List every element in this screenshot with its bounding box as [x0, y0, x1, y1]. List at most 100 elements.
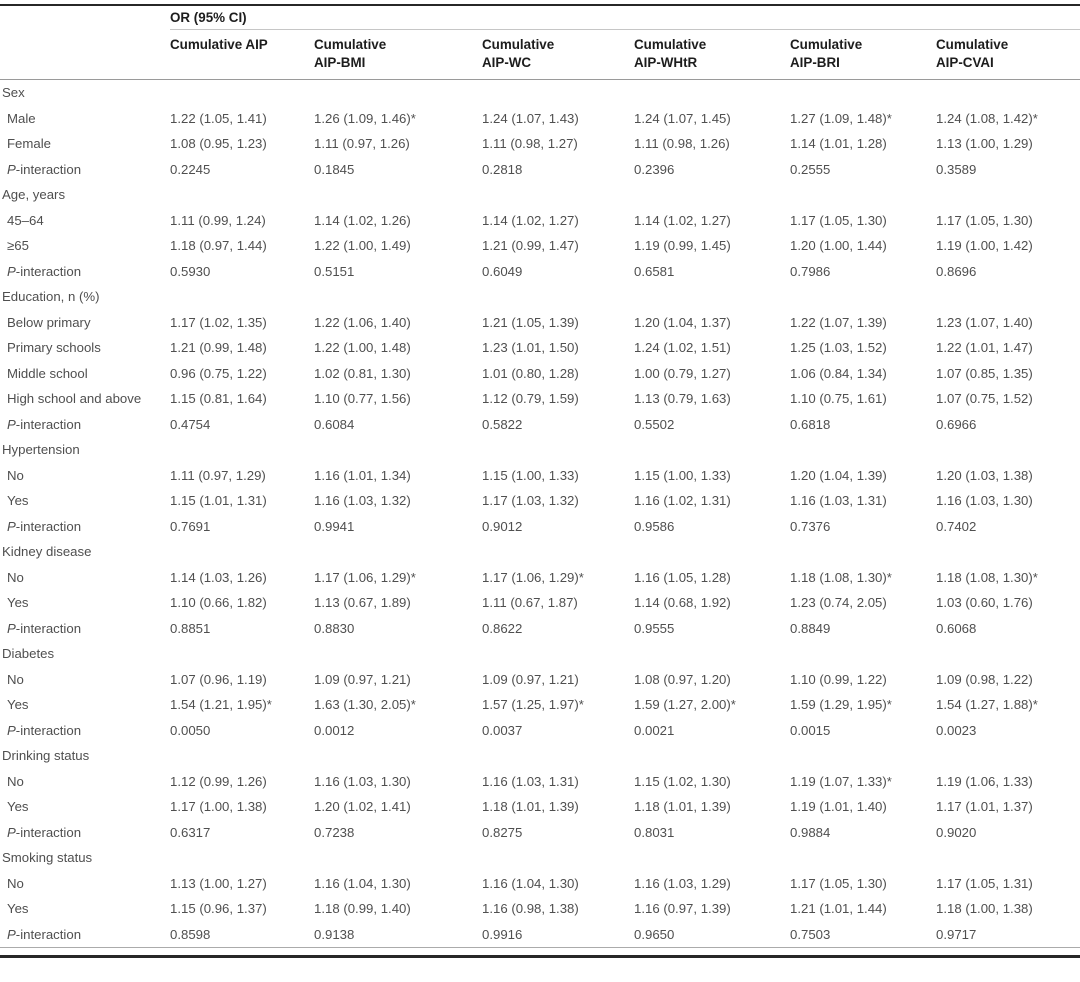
table-cell: 1.00 (0.79, 1.27) — [634, 365, 731, 381]
table-bottom-thin-rule — [0, 947, 1080, 948]
table-cell: 0.8851 — [170, 620, 211, 636]
table-cell: 1.14 (1.02, 1.26) — [314, 212, 411, 228]
section-header: Hypertension — [2, 442, 80, 457]
row-label: P-interaction — [7, 263, 82, 279]
table-cell: 1.13 (0.79, 1.63) — [634, 391, 731, 406]
table-cell: 1.16 (1.04, 1.30) — [482, 875, 579, 891]
table-cell: 1.18 (1.00, 1.38) — [936, 901, 1033, 916]
table-row: Primary schools 1.21 (0.99, 1.48) 1.22 (1.… — [0, 335, 1080, 361]
table-cell: 1.19 (1.01, 1.40) — [790, 799, 887, 814]
table-cell: 1.14 (1.02, 1.27) — [634, 212, 731, 228]
section-row: Smoking status — [0, 845, 1080, 871]
table-row: Yes 1.15 (1.01, 1.31) 1.16 (1.03, 1.32) 1.1… — [0, 488, 1080, 514]
table-cell: 0.6084 — [314, 416, 355, 432]
table-cell: 0.7376 — [790, 518, 831, 534]
table-cell: 1.57 (1.25, 1.97)* — [482, 697, 584, 712]
section-header: Education, n (%) — [2, 289, 100, 304]
table-cell: 1.20 (1.03, 1.38) — [936, 467, 1033, 483]
table-cell: 0.8275 — [482, 824, 523, 840]
table-cell: 0.9884 — [790, 824, 831, 840]
table-cell: 1.13 (1.00, 1.29) — [936, 136, 1033, 151]
table-cell: 1.16 (1.03, 1.31) — [790, 493, 887, 508]
table-cell: 1.16 (0.98, 1.38) — [482, 901, 579, 916]
col-header-5: Cumulative AIP-BRI — [790, 29, 936, 80]
section-row: Sex — [0, 80, 1080, 106]
table-cell: 1.17 (1.06, 1.29)* — [314, 569, 416, 585]
table-cell: 0.9916 — [482, 926, 523, 942]
col-header-6: Cumulative AIP-CVAI — [936, 29, 1080, 80]
row-label: High school and above — [7, 391, 142, 406]
table-cell: 0.0015 — [790, 722, 831, 738]
table-cell: 1.20 (1.04, 1.39) — [790, 467, 887, 483]
table-cell: 0.3589 — [936, 161, 977, 177]
table-cell: 0.5930 — [170, 263, 211, 279]
table-cell: 0.9650 — [634, 926, 675, 942]
col-header-2: Cumulative AIP-BMI — [314, 29, 482, 80]
table-cell: 1.08 (0.97, 1.20) — [634, 671, 731, 687]
section-row: Education, n (%) — [0, 284, 1080, 310]
row-label: Middle school — [7, 365, 88, 381]
table-cell: 0.9586 — [634, 518, 675, 534]
table-cell: 1.12 (0.79, 1.59) — [482, 391, 579, 406]
table-cell: 1.11 (0.67, 1.87) — [482, 595, 578, 610]
table-cell: 1.17 (1.06, 1.29)* — [482, 569, 584, 585]
table-row: High school and above 1.15 (0.81, 1.64) 1.… — [0, 386, 1080, 412]
table-cell: 1.16 (1.03, 1.31) — [482, 773, 579, 789]
table-cell: 1.02 (0.81, 1.30) — [314, 365, 411, 381]
table-cell: 1.19 (1.06, 1.33) — [936, 773, 1033, 789]
table-cell: 1.17 (1.02, 1.35) — [170, 314, 267, 330]
table-cell: 1.19 (0.99, 1.45) — [634, 238, 731, 253]
row-label: P-interaction — [7, 722, 82, 738]
table-cell: 1.01 (0.80, 1.28) — [482, 365, 579, 381]
table-cell: 1.20 (1.04, 1.37) — [634, 314, 731, 330]
table-cell: 1.17 (1.00, 1.38) — [170, 799, 267, 814]
table-cell: 1.17 (1.05, 1.30) — [790, 875, 887, 891]
row-label: No — [7, 671, 24, 687]
row-label: P-interaction — [7, 824, 82, 840]
table-cell: 0.8031 — [634, 824, 675, 840]
table-cell: 0.7503 — [790, 926, 831, 942]
table-cell: 0.0021 — [634, 722, 675, 738]
table-cell: 0.6581 — [634, 263, 675, 279]
table-row: Yes 1.10 (0.66, 1.82) 1.13 (0.67, 1.89) 1.1… — [0, 590, 1080, 616]
row-label: Primary schools — [7, 340, 101, 355]
table-cell: 1.12 (0.99, 1.26) — [170, 773, 267, 789]
table-cell: 0.2818 — [482, 161, 523, 177]
row-label: ≥65 — [7, 238, 29, 253]
table-cell: 1.54 (1.27, 1.88)* — [936, 697, 1038, 712]
table-cell: 1.11 (0.98, 1.26) — [634, 136, 730, 151]
table-cell: 1.59 (1.29, 1.95)* — [790, 697, 892, 712]
table-cell: 1.09 (0.97, 1.21) — [482, 671, 579, 687]
row-label: Female — [7, 136, 51, 151]
col-header-1: Cumulative AIP — [170, 29, 314, 80]
spanner-row: OR (95% CI) — [0, 5, 1080, 30]
row-label: Below primary — [7, 314, 91, 330]
table-cell: 1.18 (1.08, 1.30)* — [936, 569, 1038, 585]
row-label: P-interaction — [7, 620, 82, 636]
or-ci-spanner-header: OR (95% CI) — [170, 5, 1080, 30]
table-row: Male 1.22 (1.05, 1.41) 1.26 (1.09, 1.46)* 1… — [0, 106, 1080, 132]
table-cell: 1.23 (1.07, 1.40) — [936, 314, 1033, 330]
table-cell: 0.96 (0.75, 1.22) — [170, 365, 267, 381]
table-cell: 0.6818 — [790, 416, 831, 432]
row-label: No — [7, 569, 24, 585]
section-header: Smoking status — [2, 850, 93, 865]
table-row: P-interaction 0.6317 0.7238 0.8275 0.8031 0.9… — [0, 820, 1080, 846]
table-cell: 1.20 (1.00, 1.44) — [790, 238, 887, 253]
table-cell: 0.6317 — [170, 824, 211, 840]
table-cell: 0.8598 — [170, 926, 211, 942]
table-cell: 1.14 (1.03, 1.26) — [170, 569, 267, 585]
table-cell: 0.9020 — [936, 824, 977, 840]
table-cell: 0.7402 — [936, 518, 977, 534]
table-cell: 1.15 (1.02, 1.30) — [634, 773, 731, 789]
table-cell: 0.6049 — [482, 263, 523, 279]
section-header: Kidney disease — [2, 544, 92, 559]
table-cell: 1.17 (1.05, 1.30) — [790, 212, 887, 228]
row-label: No — [7, 467, 24, 483]
table-cell: 1.24 (1.08, 1.42)* — [936, 110, 1038, 126]
table-cell: 0.5822 — [482, 416, 523, 432]
table-row: 45–64 1.11 (0.99, 1.24) 1.14 (1.02, 1.26) 1… — [0, 208, 1080, 234]
section-header: Drinking status — [2, 748, 90, 763]
table-row: Female 1.08 (0.95, 1.23) 1.11 (0.97, 1.26)… — [0, 131, 1080, 157]
subgroup-table: OR (95% CI) Cumulative AIP Cumulative AIP-… — [0, 4, 1080, 947]
